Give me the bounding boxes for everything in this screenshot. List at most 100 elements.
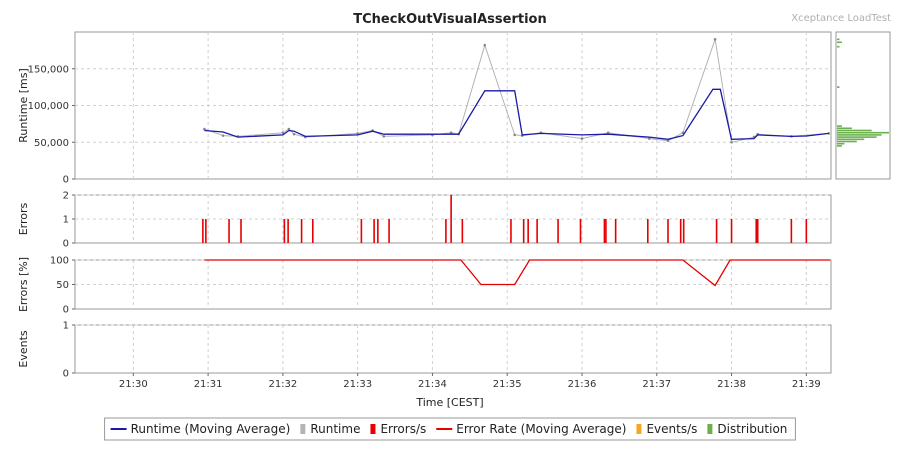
x-tick-label: 21:36 xyxy=(568,379,597,390)
plot-area-events xyxy=(74,324,832,374)
distribution-bar xyxy=(837,138,865,141)
error-bar xyxy=(388,219,390,243)
runtime-point xyxy=(580,137,584,140)
distribution-bar xyxy=(837,38,840,41)
legend-label: Errors/s xyxy=(380,422,426,436)
chart-title: TCheckOutVisualAssertion xyxy=(353,12,546,27)
distribution-frame xyxy=(835,31,891,180)
legend-item-runtime: Runtime xyxy=(300,422,360,436)
runtime-point xyxy=(713,38,717,41)
legend-swatch xyxy=(636,424,642,434)
y-tick-label: 50,000 xyxy=(34,138,69,149)
runtime-point xyxy=(449,131,453,134)
panel-events: 0 1 Events 21:30 21:31 21:32 21:33 21:34 21:35 21… xyxy=(17,321,832,390)
runtime-point xyxy=(281,131,285,134)
legend-label: Distribution xyxy=(717,422,787,436)
x-tick-label: 21:32 xyxy=(268,379,297,390)
distribution-bar xyxy=(837,142,845,145)
legend: Runtime (Moving Average) Runtime Errors/s E… xyxy=(104,417,796,441)
error-bar xyxy=(461,219,464,243)
error-bar xyxy=(311,219,314,243)
runtime-point xyxy=(382,135,386,138)
legend-label: Runtime xyxy=(310,422,360,436)
series-error-rate xyxy=(204,259,831,287)
legend-item-errors-s: Errors/s xyxy=(370,422,426,436)
panel-errors: 0 1 2 Errors xyxy=(17,191,832,250)
error-bar xyxy=(240,219,242,243)
distribution-bar xyxy=(837,129,872,132)
runtime-point xyxy=(606,131,610,134)
legend-item-error-rate-moving-average: Error Rate (Moving Average) xyxy=(436,422,626,436)
error-bar xyxy=(715,219,718,243)
runtime-point xyxy=(730,140,733,144)
runtime-point xyxy=(513,133,516,137)
error-bar xyxy=(790,219,793,243)
distribution-bar xyxy=(837,134,882,136)
x-tick-label: 21:35 xyxy=(493,379,522,390)
brand-label: Xceptance LoadTest xyxy=(791,13,891,24)
x-tick-label: 21:38 xyxy=(717,379,746,390)
x-tick-label: 21:33 xyxy=(343,379,372,390)
error-bar xyxy=(510,219,512,243)
error-bar xyxy=(377,219,379,243)
legend-swatch xyxy=(707,424,713,434)
error-bar xyxy=(557,219,559,243)
error-bar xyxy=(522,219,525,243)
legend-swatch xyxy=(300,424,306,434)
y-tick-label: 0 xyxy=(63,175,69,186)
distribution-bar xyxy=(837,41,842,44)
x-axis-title: Time [CEST] xyxy=(415,396,483,409)
error-bar xyxy=(536,219,538,243)
error-bar xyxy=(614,219,617,243)
y-tick-label: 1 xyxy=(63,215,69,226)
runtime-point xyxy=(221,134,225,137)
distribution-bar xyxy=(837,140,857,143)
error-bar xyxy=(202,219,204,243)
error-bar xyxy=(682,219,685,243)
distribution-bar xyxy=(837,45,840,48)
legend-label: Error Rate (Moving Average) xyxy=(456,422,626,436)
y-tick-label: 100,000 xyxy=(28,101,69,112)
y-tick-label: 0 xyxy=(63,239,69,250)
runtime-point xyxy=(287,127,291,131)
y-tick-label: 0 xyxy=(63,369,69,380)
x-tick-label: 21:37 xyxy=(642,379,671,390)
error-bar xyxy=(228,219,230,243)
error-bar xyxy=(373,219,375,243)
error-bar xyxy=(360,219,363,243)
distribution-bar xyxy=(837,86,840,88)
distribution-bar xyxy=(837,127,852,130)
legend-label: Runtime (Moving Average) xyxy=(131,422,291,436)
y-tick-label: 2 xyxy=(63,191,69,202)
error-bar xyxy=(605,219,607,243)
x-tick-label: 21:34 xyxy=(418,379,447,390)
runtime-point xyxy=(647,137,651,140)
x-tick-label: 21:39 xyxy=(792,379,821,390)
y-tick-label: 50 xyxy=(56,280,69,291)
distribution-bar xyxy=(837,136,877,138)
legend-item-runtime-moving-average: Runtime (Moving Average) xyxy=(110,422,291,436)
y-axis-title-errors: Errors xyxy=(17,202,30,235)
runtime-point xyxy=(666,139,670,143)
error-bar xyxy=(205,219,207,243)
error-bar xyxy=(287,219,289,243)
error-bar xyxy=(300,219,303,243)
y-axis-title-runtime: Runtime [ms] xyxy=(17,68,30,142)
legend-item-distribution: Distribution xyxy=(707,422,787,436)
error-bar xyxy=(805,219,808,243)
runtime-point xyxy=(292,132,296,136)
error-bar xyxy=(603,219,606,243)
y-axis-title-events: Events xyxy=(17,330,30,368)
y-tick-label: 1 xyxy=(63,321,69,332)
x-tick-label: 21:30 xyxy=(119,379,148,390)
x-tick-label: 21:31 xyxy=(194,379,223,390)
error-bar xyxy=(445,219,447,243)
error-bar xyxy=(679,219,682,243)
distribution-bar xyxy=(837,131,889,134)
error-bar xyxy=(527,219,529,243)
legend-item-events-s: Events/s xyxy=(636,422,697,436)
